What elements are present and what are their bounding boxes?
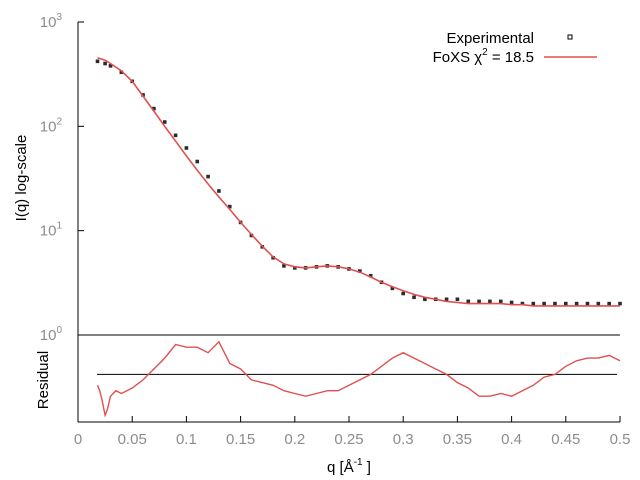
- x-ticks: 0 0.05 0.1 0.15 0.2 0.25 0.3 0.35 0.4 0.45 0.5: [74, 416, 631, 448]
- legend-experimental-label: Experimental: [446, 30, 534, 47]
- experimental-point: [531, 301, 536, 306]
- experimental-point: [119, 70, 124, 75]
- residual-plot-area: [77, 335, 620, 423]
- legend-experimental-marker: [567, 34, 573, 40]
- residual-series: [96, 340, 621, 418]
- experimental-point: [564, 301, 568, 306]
- experimental-point: [401, 291, 405, 296]
- x-tick-label: 0.35: [443, 431, 472, 448]
- experimental-point: [206, 174, 210, 179]
- experimental-point: [466, 299, 471, 304]
- x-tick-label: 0.15: [226, 431, 255, 448]
- main-plot-area: [77, 22, 620, 336]
- experimental-point: [477, 299, 481, 304]
- experimental-point: [412, 295, 416, 300]
- x-axis-title-suffix: ]: [363, 459, 371, 476]
- experimental-point: [585, 301, 590, 306]
- y-tick-label: 100: [40, 325, 63, 344]
- foxs-fit-line: [97, 56, 620, 307]
- experimental-point: [227, 204, 232, 209]
- experimental-point: [217, 189, 221, 193]
- experimental-point: [162, 120, 167, 124]
- x-tick-label: 0.25: [334, 431, 363, 448]
- x-axis-title-exp: -1: [354, 457, 363, 468]
- experimental-point: [553, 301, 557, 306]
- legend: Experimental FoXS χ2 = 18.5: [433, 30, 597, 66]
- residual-line: [96, 340, 621, 418]
- experimental-point: [103, 61, 107, 66]
- experimental-series: [95, 59, 622, 306]
- experimental-point: [423, 297, 427, 302]
- experimental-point: [195, 159, 200, 164]
- x-tick-label: 0.45: [551, 431, 580, 448]
- experimental-point: [108, 64, 113, 68]
- experimental-point: [607, 301, 611, 306]
- experimental-point: [358, 269, 362, 273]
- experimental-point: [509, 300, 514, 305]
- x-axis-title-text: q [Å: [327, 459, 354, 476]
- experimental-point: [488, 299, 492, 304]
- main-y-axis-title: I(q) log-scale: [13, 135, 30, 222]
- experimental-point: [152, 106, 156, 111]
- x-tick-label: 0.05: [118, 431, 147, 448]
- experimental-point: [444, 297, 449, 302]
- experimental-point: [184, 146, 189, 150]
- x-tick-label: 0: [74, 431, 82, 448]
- main-y-ticks: 100 101 102 103: [40, 12, 84, 344]
- legend-foxs-exp: 2: [482, 47, 488, 58]
- y-tick-label: 101: [40, 221, 63, 240]
- experimental-point: [618, 301, 622, 306]
- x-tick-label: 0.1: [176, 431, 197, 448]
- x-tick-label: 0.4: [501, 431, 522, 448]
- experimental-point: [293, 266, 297, 270]
- experimental-point: [520, 301, 525, 306]
- experimental-point: [173, 133, 178, 138]
- x-tick-label: 0.3: [393, 431, 414, 448]
- experimental-point: [282, 264, 286, 268]
- x-tick-label: 0.5: [610, 431, 631, 448]
- experimental-point: [455, 297, 460, 302]
- experimental-point: [542, 301, 546, 306]
- x-axis-title: q [Å-1 ]: [327, 457, 371, 476]
- experimental-point: [390, 286, 395, 291]
- y-tick-label: 103: [40, 12, 63, 31]
- legend-foxs-prefix: FoXS χ: [433, 49, 483, 66]
- residual-y-axis-title: Residual: [35, 351, 52, 409]
- legend-foxs-suffix: = 18.5: [488, 49, 534, 66]
- x-tick-label: 0.2: [284, 431, 305, 448]
- foxs-fit-series: [97, 56, 620, 307]
- experimental-point: [498, 299, 503, 304]
- experimental-point: [596, 301, 601, 306]
- experimental-point: [368, 273, 373, 278]
- experimental-point: [574, 301, 579, 306]
- y-tick-label: 102: [40, 116, 63, 135]
- legend-foxs-label: FoXS χ2 = 18.5: [433, 47, 534, 66]
- experimental-point: [95, 59, 100, 64]
